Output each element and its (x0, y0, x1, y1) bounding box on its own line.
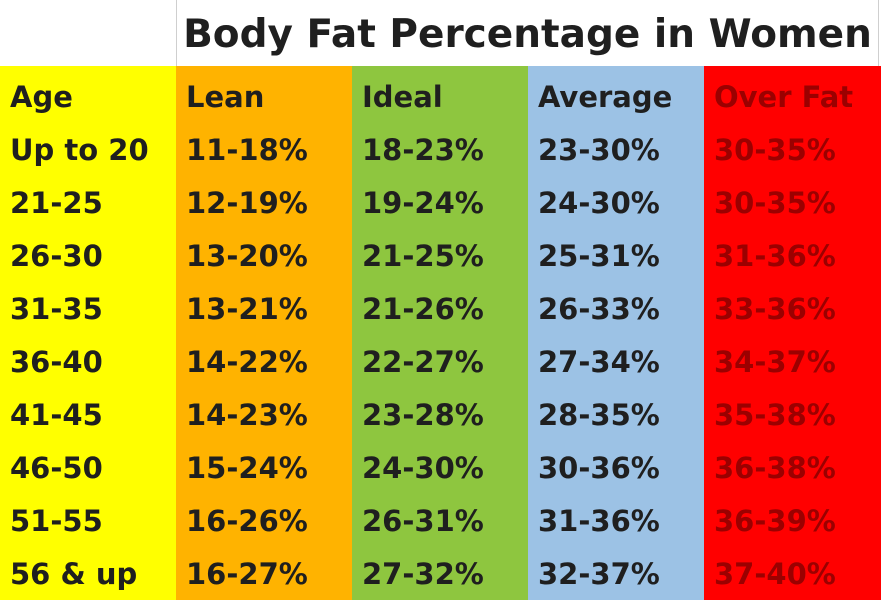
average-cell: 24-30% (538, 186, 660, 220)
average-cell: 27-34% (538, 345, 660, 379)
age-cell: 41-45 (10, 398, 103, 432)
average-cell: 26-33% (538, 292, 660, 326)
over-fat-cell: 30-35% (714, 186, 836, 220)
over-fat-cell: 35-38% (714, 398, 836, 432)
lean-cell: 13-20% (186, 239, 308, 273)
age-cell: 56 & up (10, 557, 138, 591)
over-fat-cell: 36-38% (714, 451, 836, 485)
average-cell: 30-36% (538, 451, 660, 485)
lean-cell: 14-22% (186, 345, 308, 379)
age-cell: 31-35 (10, 292, 103, 326)
over-fat-cell: 33-36% (714, 292, 836, 326)
over-fat-column: Over Fat 30-35% 30-35% 31-36% 33-36% 34-… (704, 66, 881, 600)
lean-cell: 15-24% (186, 451, 308, 485)
over-fat-cell: 37-40% (714, 557, 836, 591)
over-fat-cell: 36-39% (714, 504, 836, 538)
ideal-cell: 27-32% (362, 557, 484, 591)
header-lean: Lean (186, 80, 265, 114)
over-fat-cell: 30-35% (714, 133, 836, 167)
title-row: Body Fat Percentage in Women (0, 0, 881, 66)
average-cell: 25-31% (538, 239, 660, 273)
age-cell: 51-55 (10, 504, 103, 538)
header-over-fat: Over Fat (714, 80, 854, 114)
over-fat-cell: 31-36% (714, 239, 836, 273)
lean-cell: 11-18% (186, 133, 308, 167)
ideal-cell: 22-27% (362, 345, 484, 379)
ideal-column: Ideal 18-23% 19-24% 21-25% 21-26% 22-27%… (352, 66, 528, 600)
age-column: Age Up to 20 21-25 26-30 31-35 36-40 41-… (0, 66, 176, 600)
average-cell: 28-35% (538, 398, 660, 432)
age-cell: 46-50 (10, 451, 103, 485)
lean-cell: 16-26% (186, 504, 308, 538)
header-average: Average (538, 80, 673, 114)
over-fat-cell: 34-37% (714, 345, 836, 379)
average-cell: 23-30% (538, 133, 660, 167)
ideal-cell: 21-25% (362, 239, 484, 273)
ideal-cell: 23-28% (362, 398, 484, 432)
average-cell: 32-37% (538, 557, 660, 591)
lean-cell: 14-23% (186, 398, 308, 432)
title-blank-cell (0, 0, 177, 66)
ideal-cell: 24-30% (362, 451, 484, 485)
age-cell: 21-25 (10, 186, 103, 220)
ideal-cell: 19-24% (362, 186, 484, 220)
ideal-cell: 26-31% (362, 504, 484, 538)
ideal-cell: 21-26% (362, 292, 484, 326)
header-age: Age (10, 80, 73, 114)
lean-cell: 12-19% (186, 186, 308, 220)
ideal-cell: 18-23% (362, 133, 484, 167)
age-cell: 36-40 (10, 345, 103, 379)
age-cell: Up to 20 (10, 133, 149, 167)
age-cell: 26-30 (10, 239, 103, 273)
lean-cell: 16-27% (186, 557, 308, 591)
table-title: Body Fat Percentage in Women (183, 12, 872, 57)
lean-cell: 13-21% (186, 292, 308, 326)
header-ideal: Ideal (362, 80, 443, 114)
lean-column: Lean 11-18% 12-19% 13-20% 13-21% 14-22% … (176, 66, 352, 600)
average-cell: 31-36% (538, 504, 660, 538)
gridline (878, 0, 879, 66)
average-column: Average 23-30% 24-30% 25-31% 26-33% 27-3… (528, 66, 704, 600)
